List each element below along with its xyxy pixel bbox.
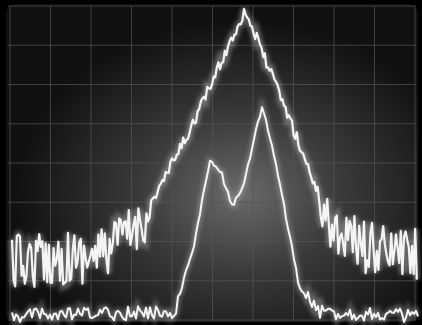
trace xyxy=(11,106,419,323)
traces xyxy=(8,7,421,325)
trace xyxy=(10,7,418,288)
